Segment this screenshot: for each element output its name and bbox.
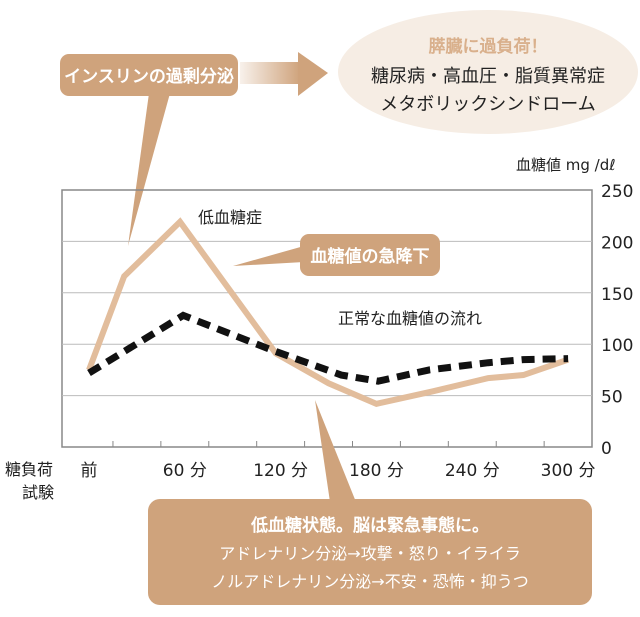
x-axis-label-line1: 糖負荷 <box>5 460 53 479</box>
brain-callout-title: 低血糖状態。脳は緊急事態に。 <box>250 515 489 536</box>
insulin-callout-text: インスリンの過剰分泌 <box>64 66 234 87</box>
y-tick-label: 0 <box>601 439 612 459</box>
disease-list-line1: 糖尿病・高血圧・脂質異常症 <box>371 66 605 87</box>
noradrenaline-effects: ノルアドレナリン分泌→不安・恐怖・抑うつ <box>211 572 528 591</box>
pancreas-overload-title: 膵臓に過負荷！ <box>429 36 548 57</box>
x-tick-label: 60 分 <box>163 461 207 481</box>
y-tick-label: 200 <box>601 233 633 253</box>
y-tick-label: 50 <box>601 388 623 408</box>
disease-list-line2: メタボリックシンドローム <box>380 94 595 115</box>
rapid-drop-callout-text: 血糖値の急降下 <box>311 246 430 267</box>
x-axis-label-line2: 試験 <box>22 483 54 502</box>
series-line-normal <box>89 315 568 381</box>
x-tick-label: 300 分 <box>541 461 596 481</box>
plot-frame <box>62 190 592 447</box>
arrow-right-icon <box>298 52 328 96</box>
series-label-hypoglycemia: 低血糖症 <box>198 208 262 227</box>
y-tick-label: 100 <box>601 336 633 356</box>
arrow-shaft <box>240 62 300 84</box>
x-tick-label: 240 分 <box>445 461 500 481</box>
x-tick-label: 180 分 <box>349 461 404 481</box>
x-tick-label: 前 <box>81 461 98 481</box>
y-tick-label: 150 <box>601 285 633 305</box>
x-tick-label: 120 分 <box>253 461 308 481</box>
brain-callout-pointer <box>315 400 356 502</box>
y-tick-label: 250 <box>601 182 633 202</box>
adrenaline-effects: アドレナリン分泌→攻撃・怒り・イライラ <box>219 544 520 563</box>
series-label-normal: 正常な血糖値の流れ <box>338 309 482 328</box>
insulin-callout-pointer <box>128 86 172 246</box>
y-axis-label: 血糖値 mg /dℓ <box>516 156 615 174</box>
rapid-drop-pointer <box>233 246 304 266</box>
